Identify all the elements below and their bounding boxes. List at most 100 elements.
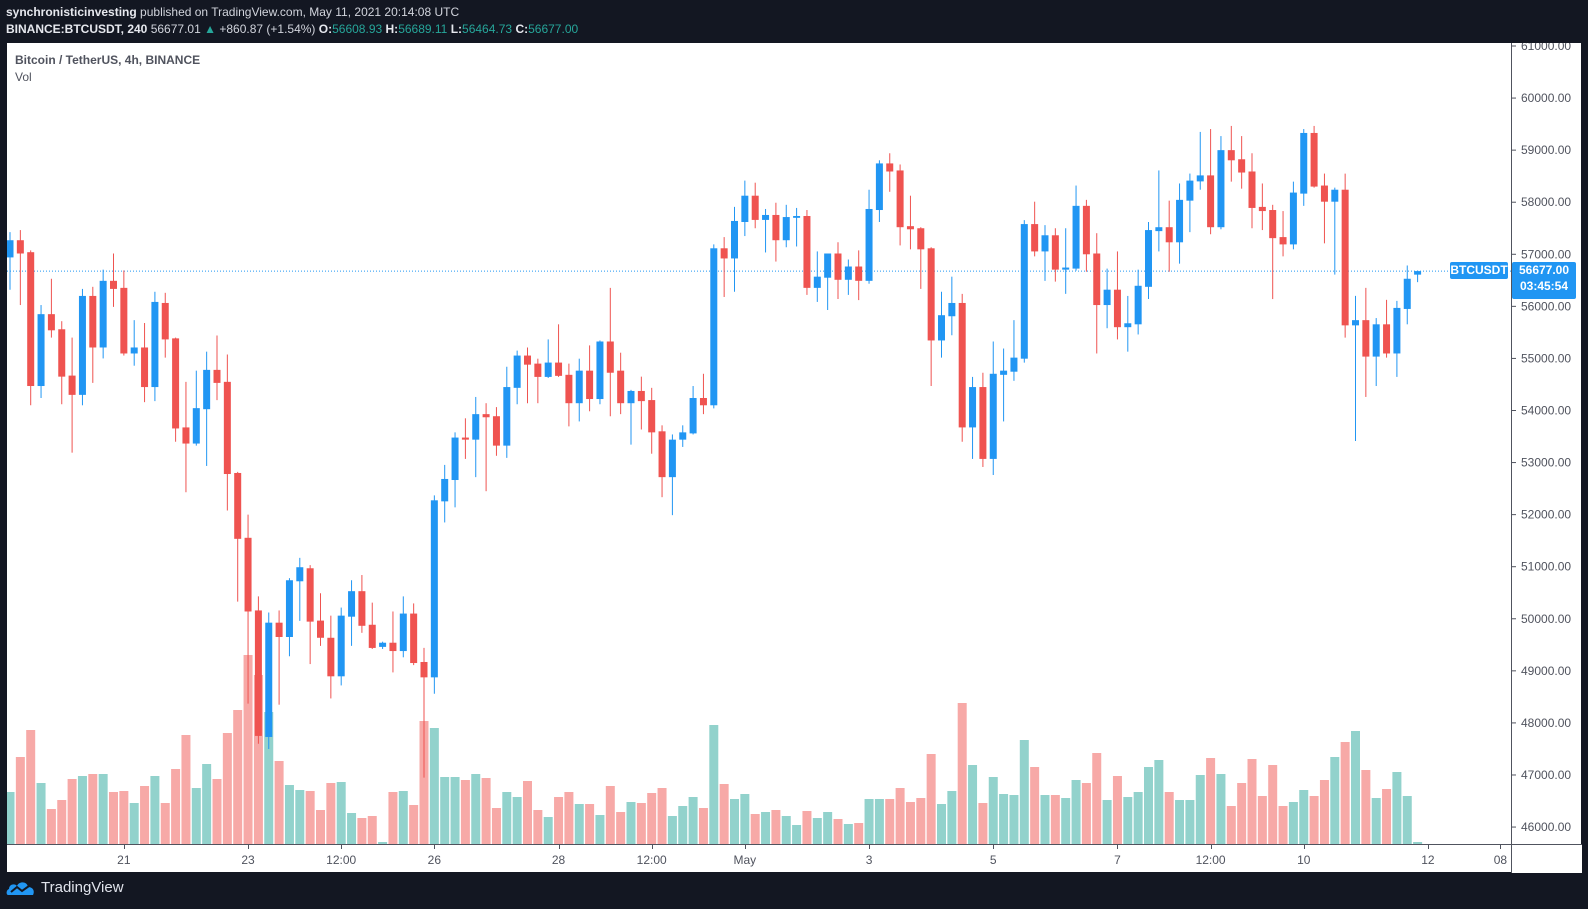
candle [979,372,987,467]
volume-bar [1216,774,1226,844]
volume-bar [305,791,315,844]
volume-bar [357,818,367,844]
candle-body [762,214,770,220]
candle-body [410,613,418,664]
time-tick-mark [341,845,343,849]
candle [1331,187,1339,275]
volume-bar [284,785,294,844]
candle [1207,129,1215,235]
candle [244,514,252,704]
candle-body [534,363,542,377]
candle-body [679,432,687,440]
volume-bar [512,797,522,844]
candle [1020,220,1028,363]
volume-bar [98,774,108,844]
candle [793,207,801,247]
price-tick-label: 57000.00 [1521,247,1571,261]
tradingview-logo-icon [6,882,34,895]
candle-body [482,414,490,418]
volume-bar [67,779,77,844]
candle-body [1310,132,1318,187]
candle [1134,269,1142,335]
volume-bar [740,794,750,844]
candle [513,350,521,405]
time-axis[interactable]: 21 23 12:00 26 28 12:00 May 3 5 7 12:00 10 12 08 [7,844,1581,873]
volume-bar [781,816,791,844]
published-text: published on TradingView.com, May 11, 20… [140,5,460,19]
candle-body [565,374,573,404]
candle-body [689,397,697,434]
volume-bar [440,777,450,844]
volume-bar [1040,795,1050,844]
volume-bar [1133,792,1143,844]
candle [948,276,956,336]
open-label: O: [318,22,333,36]
candle [389,611,397,673]
candle [89,286,97,383]
candle [317,593,324,646]
candle [285,578,293,657]
volume-bar [1413,842,1423,844]
volume-bar [626,802,636,844]
candle-body [358,591,366,626]
candle [120,270,128,356]
candle-body [223,381,231,475]
chart-legend-title[interactable]: Bitcoin / TetherUS, 4h, BINANCE [15,53,201,67]
volume-bar [388,792,398,844]
volume-bar [1175,800,1185,844]
candle-body [782,217,790,241]
candle-body [875,163,883,211]
candle [213,335,221,401]
candle-body [958,302,966,428]
candle [110,253,117,307]
price-tick-label: 60000.00 [1521,91,1571,105]
volume-bar [212,779,222,844]
candle-body [1372,324,1380,357]
volume-bar [719,784,729,844]
candle-body [731,220,738,259]
volume-bar [1309,796,1319,844]
candle [648,387,656,454]
volume-legend[interactable]: Vol [15,70,32,84]
candle-body [948,302,956,317]
candle [1341,173,1349,338]
volume-bar [7,792,15,844]
candle-body [327,637,335,677]
candle [606,287,614,417]
candle [358,575,366,633]
candle [1186,173,1194,233]
candle [492,407,500,456]
volume-bar [1340,742,1350,844]
candle [772,202,780,262]
candle [234,471,242,602]
candle [731,206,738,292]
candle [1248,153,1256,229]
candle [1310,125,1318,188]
candle [368,602,376,649]
low-label: L: [450,22,463,36]
publisher-name[interactable]: synchronisticinvesting [6,5,137,19]
volume-bar [616,812,626,844]
symbol-info: BINANCE:BTCUSDT, 240 56677.01 ▲ +860.87 … [6,22,578,36]
price-tick-label: 48000.00 [1521,716,1571,730]
time-tick-mark [123,845,125,849]
price-axis[interactable]: 61000.00 60000.00 59000.00 58000.00 57000.00… [1511,43,1582,844]
volume-bar [26,730,36,844]
price-chart[interactable] [7,43,1511,844]
candle-body [886,163,894,172]
tradingview-brand[interactable]: TradingView [6,878,124,896]
candle-body [575,370,583,404]
volume-bar [326,783,336,844]
volume-bar [222,733,232,844]
price-tick-label: 56000.00 [1521,299,1571,313]
volume-bar [1268,765,1278,844]
candle [161,292,169,358]
candle [472,396,480,478]
candle [617,352,625,415]
volume-bar [1371,798,1381,844]
volume-bar [1195,775,1205,844]
volume-bar [88,774,98,844]
candle-body [803,216,811,288]
volume-bar [202,764,212,844]
candle [223,354,231,511]
